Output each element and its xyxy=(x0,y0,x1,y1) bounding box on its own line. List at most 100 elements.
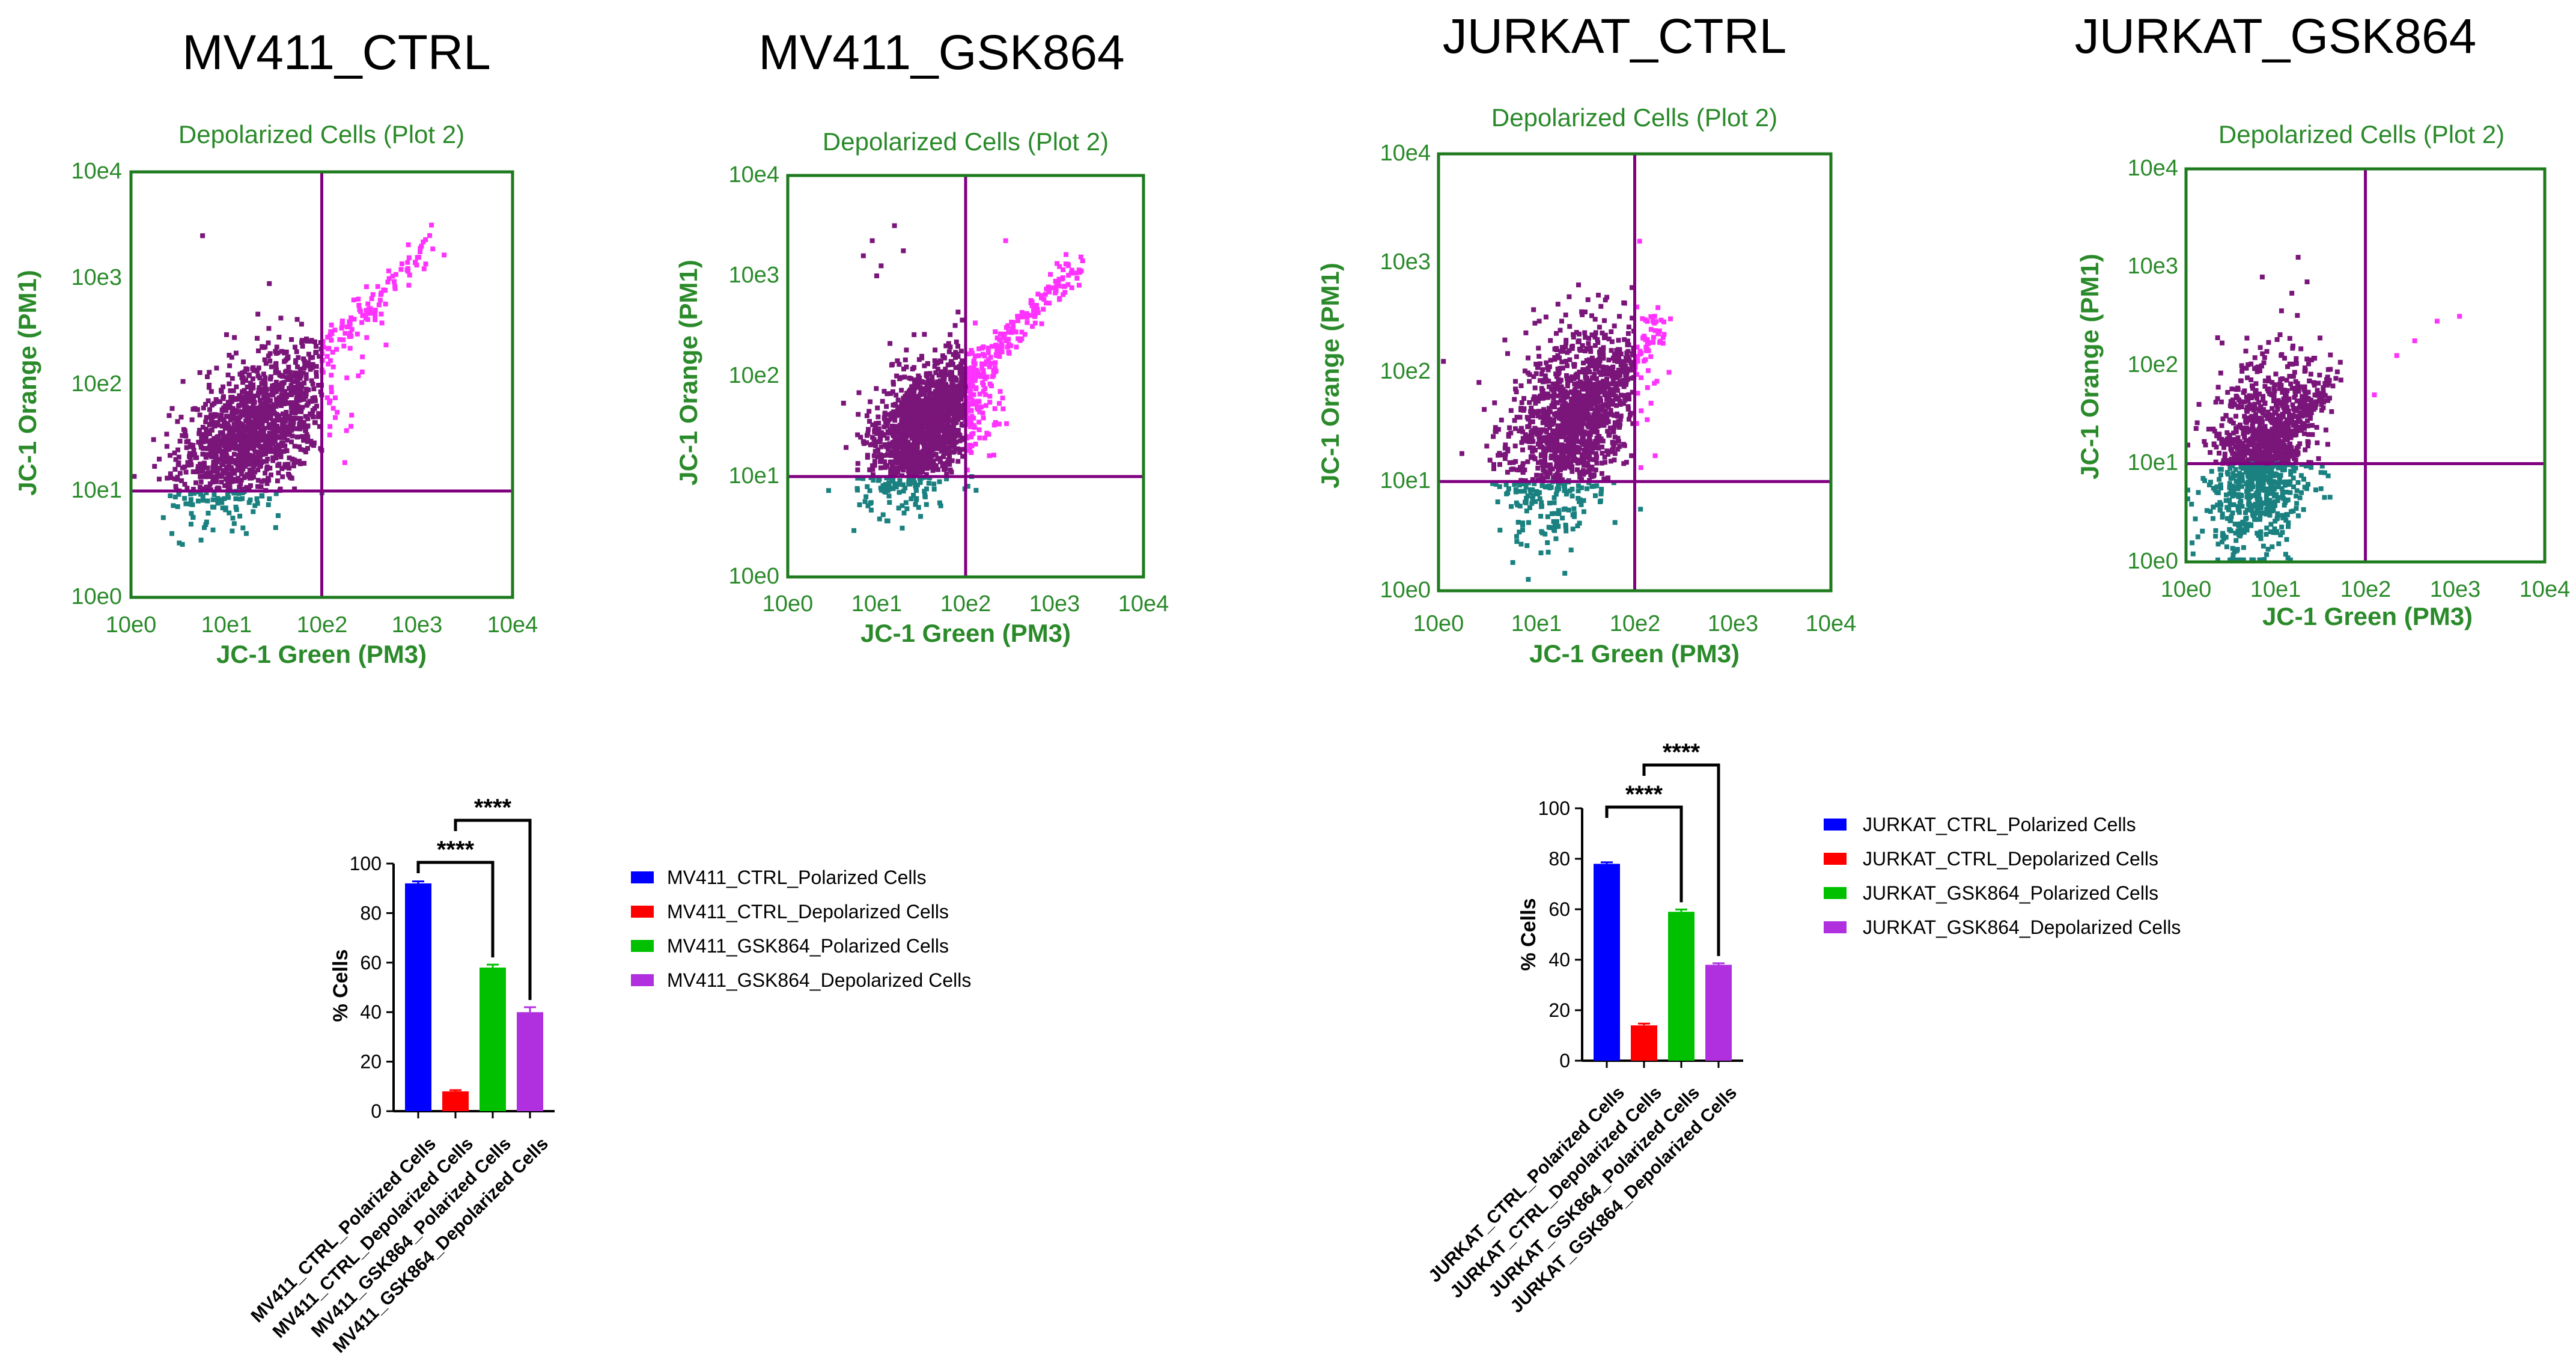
scatter-point xyxy=(865,431,871,436)
scatter-point xyxy=(231,388,236,394)
scatter-point xyxy=(300,370,306,376)
scatter-point xyxy=(284,374,289,380)
scatter-point xyxy=(1576,483,1581,489)
scatter-point xyxy=(878,444,884,450)
scatter-point xyxy=(349,315,354,320)
scatter-point xyxy=(256,365,261,371)
scatter-point xyxy=(883,482,888,487)
scatter-point xyxy=(891,486,896,492)
scatter-point xyxy=(315,383,321,388)
scatter-point xyxy=(932,422,937,427)
scatter-point xyxy=(207,407,212,412)
scatter-point xyxy=(1557,415,1563,420)
scatter-point xyxy=(922,363,927,368)
scatter-point xyxy=(954,388,959,394)
scatter-point xyxy=(1056,283,1062,288)
scatter-point xyxy=(274,344,279,350)
scatter-point xyxy=(252,400,257,405)
scatter-point xyxy=(245,427,250,433)
scatter-point xyxy=(1623,368,1628,373)
scatter-point xyxy=(976,353,981,358)
scatter-point xyxy=(985,346,991,351)
scatter-point xyxy=(938,503,943,508)
scatter-point xyxy=(928,438,933,443)
scatter-point xyxy=(1532,481,1537,486)
scatter-point xyxy=(1560,516,1565,520)
scatter-point xyxy=(1547,471,1553,476)
scatter-point xyxy=(1571,334,1576,340)
scatter-point xyxy=(936,385,942,390)
scatter-point xyxy=(1620,369,1625,374)
scatter-point xyxy=(969,370,975,376)
scatter-point xyxy=(1532,385,1538,391)
scatter-panel-jurkat-gsk864: JURKAT_GSK864 Depolarized Cells (Plot 2)… xyxy=(2075,9,2570,630)
scatter-point xyxy=(1542,457,1547,462)
scatter-point xyxy=(970,431,976,436)
x-tick-labels: 10e0 10e1 10e2 10e3 10e4 xyxy=(1413,611,1857,636)
scatter-point xyxy=(1542,373,1548,379)
scatter-point xyxy=(918,392,923,397)
scatter-point xyxy=(1567,324,1573,329)
scatter-point xyxy=(1559,384,1564,389)
scatter-point xyxy=(1536,409,1541,414)
scatter-point xyxy=(957,438,963,444)
scatter-point xyxy=(988,361,994,366)
scatter-point xyxy=(1660,335,1666,340)
scatter-point xyxy=(1541,467,1546,472)
scatter-point xyxy=(246,500,252,505)
scatter-point xyxy=(1538,550,1544,555)
scatter-point xyxy=(936,392,941,397)
scatter-point xyxy=(332,395,338,400)
scatter-point xyxy=(1577,445,1582,451)
scatter-point xyxy=(1056,279,1061,285)
scatter-point xyxy=(899,388,904,393)
scatter-point xyxy=(2258,514,2263,519)
scatter-point xyxy=(217,415,222,420)
scatter-point xyxy=(242,454,247,460)
scatter-point xyxy=(1617,347,1622,352)
scatter-point xyxy=(234,468,240,473)
scatter-point xyxy=(2250,383,2255,389)
scatter-point xyxy=(880,432,886,437)
scatter-point xyxy=(200,233,206,239)
scatter-point xyxy=(908,457,913,462)
scatter-point xyxy=(246,462,252,467)
scatter-point xyxy=(312,339,317,344)
scatter-point xyxy=(1543,428,1548,433)
scatter-point xyxy=(284,448,290,454)
scatter-point xyxy=(955,446,960,451)
scatter-point xyxy=(1527,505,1532,510)
scatter-point xyxy=(958,381,963,386)
scatter-point xyxy=(324,354,330,359)
scatter-point xyxy=(212,492,217,497)
scatter-point xyxy=(1536,433,1542,439)
scatter-point xyxy=(273,404,279,409)
scatter-point xyxy=(279,466,285,471)
scatter-point xyxy=(274,389,279,394)
scatter-point xyxy=(1536,460,1541,465)
scatter-point xyxy=(317,424,322,429)
scatter-point xyxy=(1061,284,1067,289)
scatter-point xyxy=(230,467,234,472)
scatter-point xyxy=(1574,435,1579,441)
scatter-point xyxy=(1609,373,1615,379)
scatter-point xyxy=(1526,424,1532,429)
scatter-point xyxy=(269,472,273,478)
scatter-point xyxy=(242,369,248,374)
scatter-point xyxy=(1459,451,1464,456)
scatter-point xyxy=(1575,373,1580,377)
scatter-point xyxy=(1592,484,1597,489)
scatter-point xyxy=(1512,444,1518,449)
scatter-point xyxy=(222,496,227,501)
scatter-point xyxy=(938,445,943,451)
scatter-point xyxy=(299,409,304,415)
scatter-point xyxy=(973,320,978,326)
scatter-point xyxy=(1585,400,1589,405)
scatter-point xyxy=(1521,407,1526,413)
scatter-point xyxy=(199,467,205,472)
scatter-point xyxy=(993,360,998,365)
scatter-point xyxy=(1567,453,1572,458)
scatter-point xyxy=(960,358,965,364)
scatter-point xyxy=(943,397,949,402)
scatter-point xyxy=(1563,313,1568,318)
